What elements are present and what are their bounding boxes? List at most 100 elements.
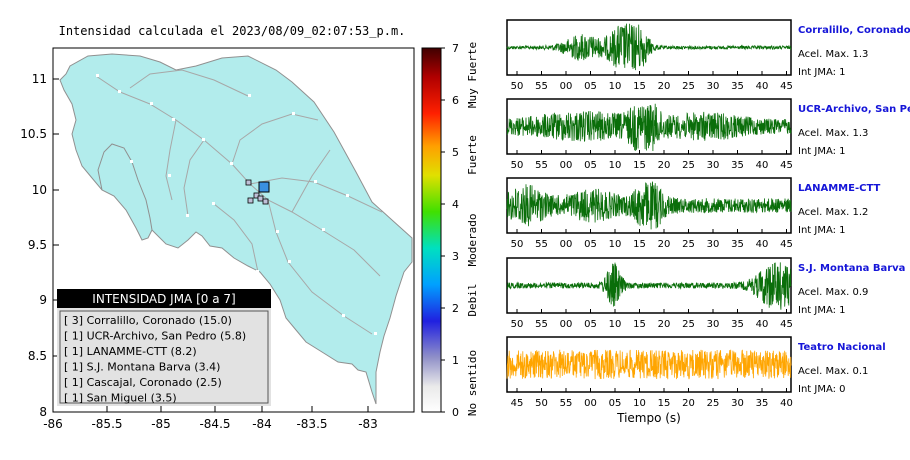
colorbar-category-label: Debil [466,283,479,316]
waveform-trace [506,181,792,230]
station-marker-san-miguel[interactable] [262,198,269,205]
waveform-x-tick-label: 35 [731,319,744,330]
map-x-tick-label: -83 [358,417,378,431]
station-stat-label: Acel. Max. 1.2 [798,207,868,218]
waveform-panel: 50 55 00 05 10 15 20 25 30 35 40 45 Corralillo, Coro… [506,19,910,92]
station-marker-ucr-archivo[interactable] [253,192,260,199]
colorbar-categories: Muy Fuerte Fuerte Moderado Debil No sentido [466,42,479,416]
waveform-x-tick-label: 30 [731,398,744,409]
waveform-x-tick-label: 25 [707,398,720,409]
station-marker-montana-barva[interactable] [245,179,252,186]
waveform-panel: 50 55 00 05 10 15 20 25 30 35 40 45 S.J. Montana Bar… [506,257,905,330]
waveform-panel: 50 55 00 05 10 15 20 25 30 35 40 45 UCR-Archivo, San… [506,98,910,171]
waveform-x-tick-label: 15 [658,398,671,409]
map-y-tick-label: 8.5 [28,349,47,363]
map-y-tick-label: 9.5 [28,238,47,252]
station-markers [245,179,270,205]
map-y-tick-label: 10 [32,183,47,197]
waveform-x-tick-label: 35 [731,239,744,250]
waveform-x-tick-label: 40 [756,319,769,330]
colorbar-tick-label: 0 [452,406,459,419]
map-frame [52,47,415,413]
map-x-ticks: -86 -85.5 -85 -84.5 -84 -83.5 -83 [43,406,378,431]
map-y-tick-label: 11 [32,72,47,86]
waveform-x-tick-label: 40 [756,160,769,171]
waveform-x-tick-label: 30 [707,81,720,92]
waveform-panel: 45 50 55 00 05 10 15 20 25 30 35 40 Teatro Nacional A… [506,336,886,425]
station-name-label: Teatro Nacional [798,342,886,353]
waveform-x-tick-label: 50 [535,398,548,409]
legend-station-item: [ 1] Cascajal, Coronado (2.5) [64,376,222,389]
map-x-tick-label: -85.5 [91,417,122,431]
waveform-x-tick-label: 15 [633,81,646,92]
colorbar-tick-label: 6 [452,94,459,107]
waveform-x-tick-label: 05 [584,239,597,250]
colorbar-category-label: Fuerte [466,135,479,175]
colorbar-tick-label: 1 [452,354,459,367]
waveform-x-tick-label: 25 [682,319,695,330]
station-stat-label: Int JMA: 1 [798,67,846,78]
waveform-x-tick-label: 00 [560,319,573,330]
station-stat-label: Acel. Max. 1.3 [798,128,868,139]
waveform-x-tick-label: 20 [658,81,671,92]
waveform-x-tick-label: 20 [658,160,671,171]
station-stat-label: Int JMA: 1 [798,225,846,236]
waveform-x-tick-label: 10 [609,160,622,171]
waveform-x-tick-label: 55 [535,319,548,330]
waveform-x-tick-label: 40 [780,398,793,409]
waveform-trace [506,103,792,152]
colorbar-tick-label: 3 [452,250,459,263]
colorbar-category-label: Moderado [466,214,479,267]
legend-station-item: [ 3] Corralillo, Coronado (15.0) [64,314,232,327]
station-stat-label: Acel. Max. 1.3 [798,49,868,60]
station-marker-cascajal[interactable] [257,195,264,202]
waveform-x-tick-label: 00 [560,81,573,92]
map-x-tick-label: -84 [252,417,272,431]
waveform-x-tick-label: 45 [780,239,793,250]
waveform-x-tick-label: 20 [658,319,671,330]
waveform-panel: 50 55 00 05 10 15 20 25 30 35 40 45 LANAMME-CTT Acel.… [506,177,880,250]
map-x-tick-label: -86 [43,417,63,431]
waveform-x-tick-label: 45 [780,319,793,330]
waveform-x-tick-label: 10 [609,319,622,330]
waveform-x-tick-label: 55 [535,81,548,92]
waveform-x-tick-label: 55 [535,239,548,250]
waveform-x-tick-label: 55 [560,398,573,409]
legend-header [57,289,271,308]
station-marker-corralillo[interactable] [258,181,270,193]
legend-body [57,308,271,406]
map-y-tick-label: 10.5 [20,127,47,141]
waveform-x-axis-label: Tiempo (s) [616,411,681,425]
waveform-x-tick-label: 50 [511,160,524,171]
colorbar-tick-label: 7 [452,42,459,55]
map-title: Intensidad calculada el 2023/08/09_02:07… [59,24,406,38]
waveform-x-tick-label: 05 [584,319,597,330]
map-x-tick-label: -85 [151,417,171,431]
station-name-label: S.J. Montana Barva [798,263,905,274]
waveform-x-tick-label: 40 [756,81,769,92]
waveform-trace [506,23,792,71]
legend-station-list: [ 3] Corralillo, Coronado (15.0) [ 1] UCR… [64,314,246,405]
waveform-trace [506,262,792,310]
station-marker-lanamme[interactable] [247,197,254,204]
legend-station-item: [ 1] LANAMME-CTT (8.2) [64,345,197,358]
waveform-x-tick-label: 20 [682,398,695,409]
colorbar-tick-label: 4 [452,198,459,211]
legend-inner-frame [59,310,269,404]
waveform-x-tick-label: 30 [707,160,720,171]
waveform-x-tick-label: 35 [731,81,744,92]
waveform-x-tick-label: 40 [756,239,769,250]
waveform-x-tick-label: 35 [731,160,744,171]
waveform-x-tick-label: 10 [609,239,622,250]
waveform-x-tick-label: 15 [633,319,646,330]
legend-station-item: [ 1] San Miguel (3.5) [64,392,177,405]
station-stat-label: Int JMA: 1 [798,305,846,316]
waveform-x-tick-label: 00 [560,239,573,250]
waveform-x-tick-label: 30 [707,319,720,330]
waveform-x-tick-label: 05 [609,398,622,409]
town-markers [96,74,377,335]
waveform-panels: 50 55 00 05 10 15 20 25 30 35 40 45 Corralillo, Coro… [506,19,910,425]
waveform-x-tick-label: 45 [780,81,793,92]
colorbar-gradient [421,47,442,413]
